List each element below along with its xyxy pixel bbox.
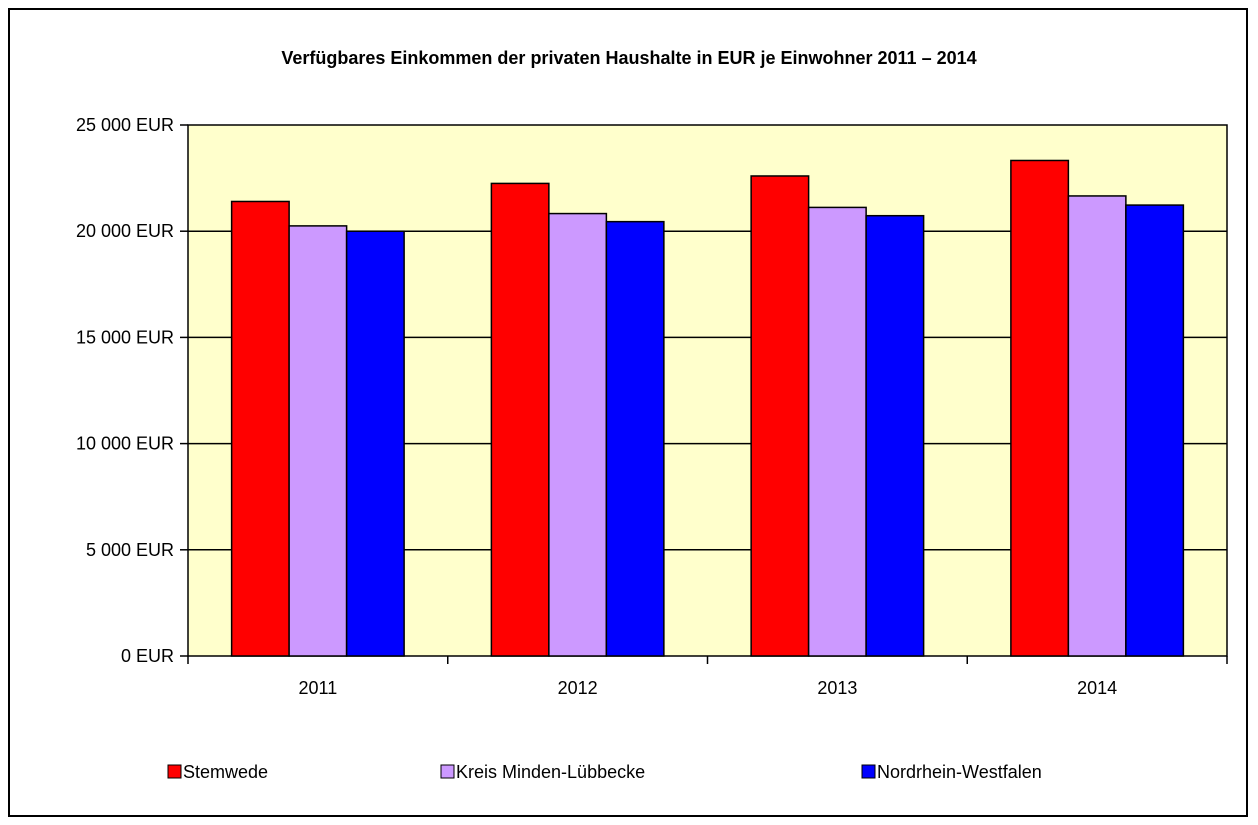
legend-label: Kreis Minden-Lübbecke [456, 762, 645, 782]
y-tick-label: 25 000 EUR [76, 115, 174, 135]
y-tick-label: 15 000 EUR [76, 327, 174, 347]
y-tick-label: 5 000 EUR [86, 540, 174, 560]
x-tick-label: 2014 [1077, 678, 1117, 698]
y-tick-label: 0 EUR [121, 646, 174, 666]
bar-3-2011 [345, 230, 405, 657]
bar-1-2012 [490, 182, 550, 657]
bar-1-2014 [1010, 159, 1070, 657]
bar-1-2011 [230, 200, 290, 657]
y-tick-label: 20 000 EUR [76, 221, 174, 241]
legend-swatch [440, 764, 455, 779]
bar-3-2014 [1125, 204, 1185, 657]
y-axis: 0 EUR 5 000 EUR 10 000 EUR 15 000 EUR 20 000… [76, 115, 188, 666]
x-tick-label: 2013 [817, 678, 857, 698]
bar-2-2012 [548, 212, 608, 657]
bar-2-2011 [288, 225, 348, 657]
x-axis: 2011 2012 2013 2014 [187, 656, 1228, 698]
bar-2-2014 [1067, 195, 1127, 657]
legend-label: Stemwede [183, 762, 268, 782]
x-tick-label: 2012 [558, 678, 598, 698]
y-tick-label: 10 000 EUR [76, 434, 174, 454]
legend: Stemwede Kreis Minden-Lübbecke Nordrhein-W… [167, 762, 1042, 782]
x-tick-label: 2011 [299, 678, 338, 698]
bar-2-2013 [807, 206, 867, 657]
bars [230, 159, 1185, 657]
bar-3-2013 [865, 214, 925, 657]
chart-title: Verfügbares Einkommen der privaten Haush… [281, 48, 976, 68]
legend-swatch [167, 764, 182, 779]
legend-label: Nordrhein-Westfalen [877, 762, 1042, 782]
bar-3-2012 [605, 220, 665, 657]
bar-1-2013 [750, 175, 810, 657]
legend-swatch [861, 764, 876, 779]
